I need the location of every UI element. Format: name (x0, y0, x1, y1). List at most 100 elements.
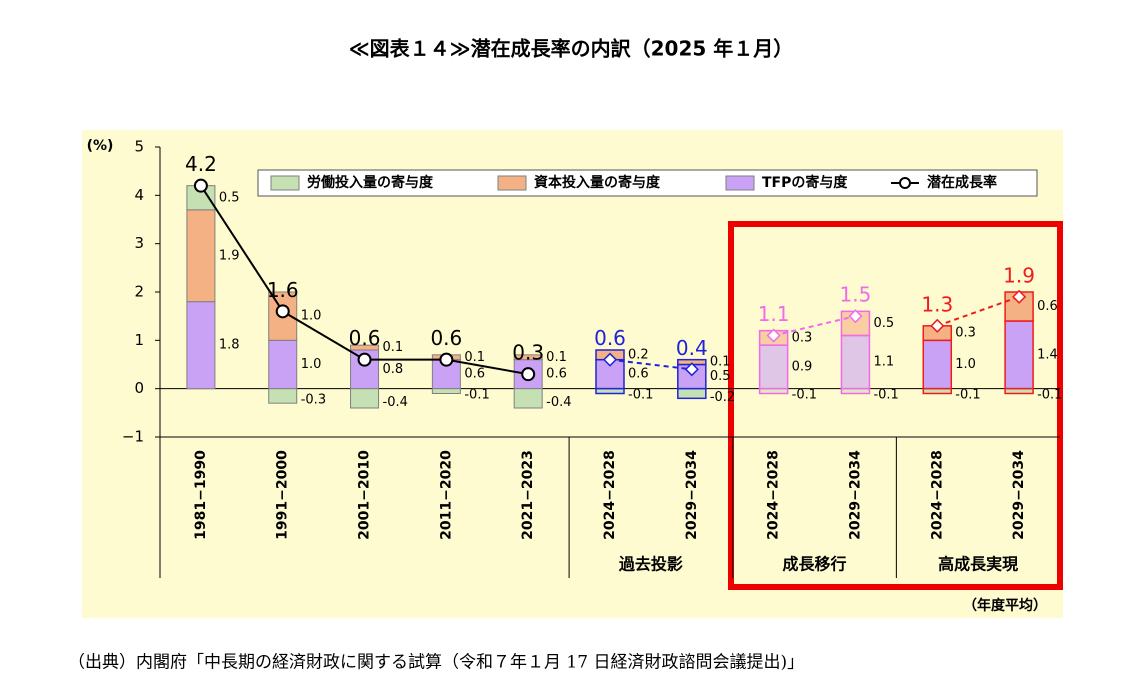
x-tick-label: 1991−2000 (275, 450, 291, 540)
line-label: 1.1 (758, 302, 790, 326)
bar-segment (922, 387, 953, 395)
data-label: -0.1 (955, 388, 980, 403)
data-label: 0.1 (710, 355, 731, 370)
bar-segment (513, 354, 543, 361)
legend-swatch (725, 175, 755, 191)
data-label: 0.3 (792, 330, 813, 345)
line-label: 0.6 (430, 326, 462, 350)
line-segment (936, 295, 1020, 327)
highlight-box (728, 221, 1063, 590)
x-tick-label: 2001−2010 (357, 450, 373, 540)
line-marker (357, 352, 372, 367)
data-label: 0.1 (464, 350, 485, 365)
legend-label: TFPの寄与度 (762, 174, 848, 191)
data-label: -0.4 (546, 395, 571, 410)
line-label: 1.9 (1003, 263, 1035, 287)
bar-segment (758, 344, 789, 390)
y-tick-label: 5 (134, 138, 144, 156)
line-marker (766, 328, 781, 343)
chart-title: ≪図表１４≫潜在成長率の内訳（2025 年１月） (349, 37, 794, 61)
bar-segment (758, 387, 789, 395)
x-tick-label: 2024−2028 (602, 450, 618, 540)
y-tick-label: −1 (122, 428, 144, 446)
bar-segment (268, 339, 298, 390)
bar-segment (186, 301, 216, 390)
legend-label: 労働投入量の寄与度 (307, 174, 434, 191)
data-label: 0.5 (873, 316, 894, 331)
group-label: 成長移行 (783, 555, 847, 574)
line-marker (275, 304, 290, 319)
line-marker (930, 318, 945, 333)
x-tick-label: 1981−1990 (193, 450, 209, 540)
x-tick-label: 2011−2020 (438, 450, 454, 540)
data-label: -0.1 (873, 388, 898, 403)
bar-segment (595, 387, 625, 395)
line-marker (439, 352, 454, 367)
data-label: 1.1 (873, 355, 894, 370)
data-label: 1.0 (301, 357, 322, 372)
y-tick-label: 4 (134, 186, 144, 204)
y-tick-label: 1 (134, 331, 144, 349)
data-label: 0.9 (792, 359, 813, 374)
line-marker (602, 352, 618, 367)
data-label: -0.1 (464, 388, 489, 403)
data-label: -0.2 (710, 390, 735, 405)
y-tick-label: 3 (134, 234, 144, 252)
legend-swatch (270, 175, 300, 191)
data-label: 0.1 (383, 340, 404, 355)
data-label: 0.6 (628, 367, 649, 382)
y-tick-label: 0 (134, 379, 144, 397)
x-unit: （年度平均） (963, 597, 1047, 614)
line-segment (609, 358, 692, 371)
data-label: -0.3 (301, 392, 326, 407)
line-label: 0.3 (512, 341, 544, 365)
data-label: 1.0 (955, 357, 976, 372)
data-label: 1.8 (219, 338, 240, 353)
data-label: 0.6 (546, 367, 567, 382)
y-unit: (%) (87, 138, 114, 154)
line-label: 0.4 (676, 336, 708, 360)
data-label: -0.1 (792, 388, 817, 403)
bar-segment (350, 344, 380, 351)
data-label: -0.1 (1037, 388, 1062, 403)
line-label: 0.6 (349, 326, 381, 350)
line-marker (521, 367, 536, 382)
legend-marker (899, 177, 911, 189)
x-tick-label: 2024−2028 (929, 450, 945, 540)
bar-segment (840, 334, 871, 390)
legend-label: 資本投入量の寄与度 (534, 174, 661, 191)
line-marker (1012, 289, 1027, 304)
data-label: 0.3 (955, 326, 976, 341)
data-label: 1.0 (301, 309, 322, 324)
bar-segment (186, 209, 216, 303)
group-label: 過去投影 (618, 555, 683, 574)
bar-segment (1004, 320, 1034, 390)
line-marker (684, 362, 699, 377)
group-label: 高成長実現 (938, 555, 1018, 574)
line-label: 0.6 (594, 326, 626, 350)
line-label: 1.6 (267, 278, 299, 302)
line-marker (193, 178, 208, 193)
x-tick-label: 2021−2023 (520, 450, 536, 540)
y-tick-label: 2 (134, 283, 144, 301)
x-tick-label: 2029−2034 (1011, 450, 1027, 540)
line-label: 1.5 (840, 283, 872, 307)
bar-segment (350, 388, 380, 409)
data-label: 0.5 (710, 369, 731, 384)
legend-swatch (497, 175, 527, 191)
data-label: 0.6 (464, 367, 485, 382)
x-tick-label: 2029−2034 (684, 450, 700, 540)
bar-segment (268, 388, 298, 404)
data-label: -0.1 (628, 388, 653, 403)
data-label: -0.4 (383, 395, 408, 410)
chart-background (82, 130, 1063, 618)
bar-segment (922, 339, 953, 390)
data-label: 1.4 (1037, 347, 1058, 362)
bar-segment (513, 388, 543, 409)
bar-segment (1004, 387, 1034, 395)
x-tick-label: 2029−2034 (847, 450, 863, 540)
x-tick-label: 2024−2028 (766, 450, 782, 540)
source: （出典）内閣府「中長期の経済財政に関する試算（令和７年１月 17 日経済財政諮問… (68, 653, 804, 673)
